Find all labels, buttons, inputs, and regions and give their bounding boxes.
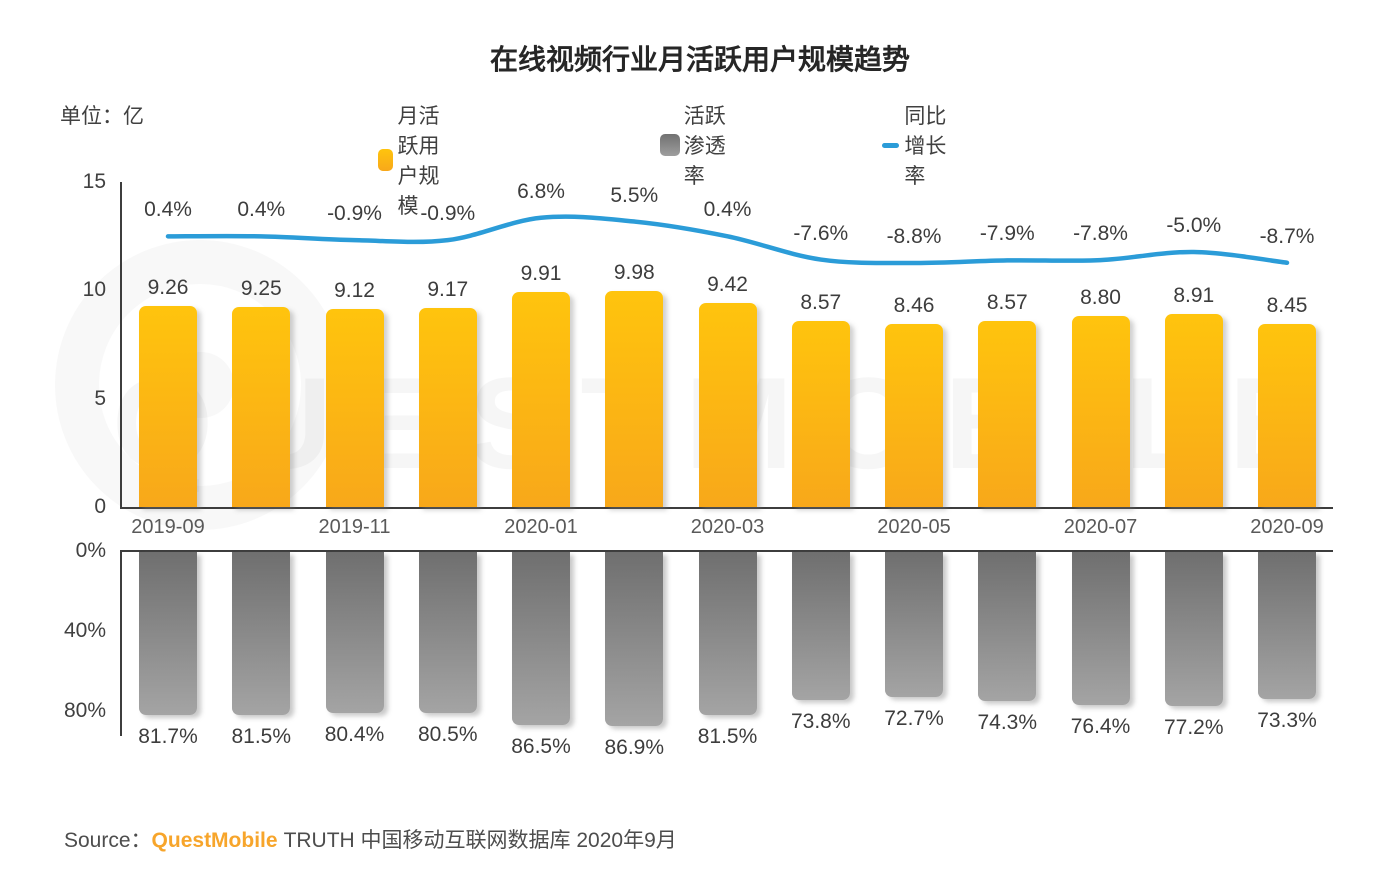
mau-bar (698, 302, 757, 507)
penetration-bar (605, 552, 664, 726)
mau-value-label: 9.42 (707, 272, 748, 296)
mau-value-label: 8.57 (986, 291, 1028, 315)
bottom-y-tick-label: 80% (63, 699, 106, 722)
mau-value-label: 9.12 (334, 279, 375, 303)
bottom-y-tick-label: 0% (75, 539, 106, 562)
mau-value-label: 8.80 (1080, 286, 1121, 310)
penetration-bar (139, 552, 197, 716)
yoy-value-label: -8.7% (1259, 224, 1315, 248)
mau-value-label: 8.45 (1266, 293, 1308, 317)
mau-value-label: 9.91 (520, 262, 562, 286)
mau-value-label: 8.91 (1173, 283, 1215, 307)
mau-value-label: 9.98 (613, 260, 655, 284)
mau-value-label: 8.46 (893, 293, 935, 317)
penetration-value-label: 81.7% (138, 725, 198, 749)
mau-bar (139, 306, 197, 507)
source-suffix: TRUTH 中国移动互联网数据库 2020年9月 (283, 829, 677, 852)
mau-bar (1071, 316, 1130, 507)
legend-item-mau: 月活跃用户规模 (378, 100, 448, 220)
unit-label: 单位：亿 (60, 105, 144, 128)
mau-bar (232, 306, 291, 507)
source-prefix: Source： (64, 829, 152, 852)
x-tick-label: 2020-05 (877, 516, 951, 538)
top-chart-y-axis (120, 182, 122, 507)
mau-value-label: 9.25 (240, 276, 282, 300)
penetration-value-label: 86.5% (511, 735, 571, 758)
mau-bar (512, 292, 570, 507)
mau-bar (605, 290, 664, 507)
mau-bar (791, 321, 850, 507)
penetration-value-label: 73.3% (1257, 708, 1317, 732)
penetration-bar (418, 552, 477, 713)
legend-item-yoy: 同比增长率 (882, 100, 949, 190)
penetration-value-label: 81.5% (697, 725, 758, 748)
yoy-value-label: -0.9% (420, 202, 476, 226)
bottom-chart-top-axis (120, 550, 1333, 552)
top-y-tick-label: 15 (82, 170, 106, 193)
mau-bar (885, 323, 943, 507)
penetration-value-label: 73.8% (790, 709, 851, 733)
penetration-bar (978, 552, 1037, 701)
mau-swatch-icon (378, 149, 394, 171)
penetration-bar (698, 552, 757, 715)
mau-bar (978, 321, 1037, 507)
penetration-bar (791, 552, 850, 700)
top-y-tick-label: 10 (82, 278, 106, 302)
penetration-value-label: 80.5% (417, 723, 478, 746)
penetration-bar (325, 552, 384, 713)
mau-bar (418, 308, 477, 507)
penetration-value-label: 74.3% (977, 710, 1038, 734)
legend-label-penetration: 活跃渗透率 (683, 105, 726, 188)
penetration-bar (512, 552, 570, 725)
mau-value-label: 8.57 (800, 291, 842, 315)
penetration-bar (232, 552, 291, 715)
chart-title: 在线视频行业月活跃用户规模趋势 (489, 44, 910, 75)
penetration-value-label: 81.5% (231, 725, 292, 748)
mau-bar (325, 309, 384, 507)
legend-item-penetration: 活跃渗透率 (660, 100, 730, 190)
top-chart-x-axis (120, 507, 1333, 509)
yoy-value-label: 5.5% (610, 183, 659, 207)
mau-bar (1258, 323, 1316, 507)
top-y-tick-label: 0 (94, 495, 106, 518)
legend-label-mau: 月活跃用户规模 (397, 105, 440, 218)
yoy-line-swatch-icon (882, 142, 900, 148)
source-brand: QuestMobile (151, 829, 278, 852)
x-tick-label: 2020-03 (690, 516, 765, 538)
bottom-y-tick-label: 40% (63, 619, 106, 642)
x-tick-label: 2020-07 (1063, 516, 1138, 538)
penetration-swatch-icon (660, 134, 680, 156)
yoy-value-label: 6.8% (517, 179, 565, 203)
top-y-tick-label: 5 (94, 386, 106, 410)
x-tick-label: 2020-01 (504, 516, 578, 538)
x-tick-label: 2020-09 (1250, 516, 1324, 538)
legend-label-yoy: 同比增长率 (904, 105, 947, 188)
penetration-value-label: 86.9% (604, 735, 665, 759)
mau-value-label: 9.17 (427, 278, 469, 302)
bottom-chart-y-axis (120, 550, 122, 736)
yoy-value-label: 0.4% (703, 198, 752, 222)
mau-value-label: 9.26 (147, 276, 189, 300)
penetration-value-label: 76.4% (1070, 714, 1131, 738)
penetration-bar (885, 552, 943, 698)
mau-bar (1164, 313, 1223, 507)
penetration-value-label: 80.4% (324, 722, 385, 746)
x-tick-label: 2019-11 (318, 516, 391, 538)
x-tick-label: 2019-09 (131, 516, 205, 538)
penetration-bar (1258, 552, 1316, 699)
penetration-value-label: 77.2% (1163, 716, 1224, 740)
penetration-bar (1071, 552, 1130, 705)
penetration-value-label: 72.7% (884, 707, 944, 731)
source-line: Source：QuestMobile TRUTH 中国移动互联网数据库 2020年… (64, 824, 677, 854)
penetration-bar (1164, 552, 1223, 707)
